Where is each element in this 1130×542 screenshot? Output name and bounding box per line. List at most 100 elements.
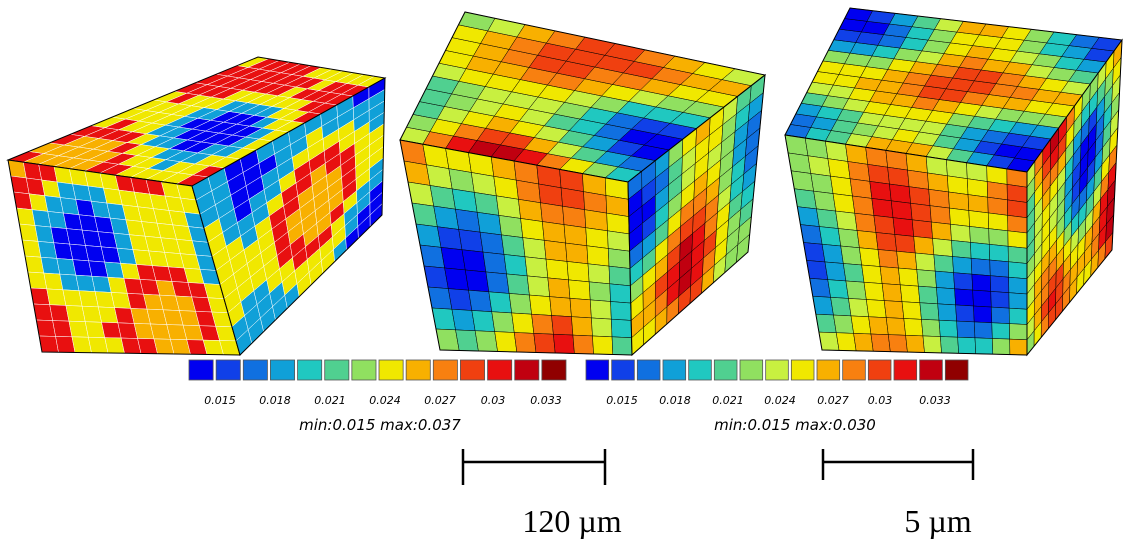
voxel — [508, 293, 532, 315]
voxel — [440, 247, 466, 271]
voxel — [511, 312, 535, 334]
voxel — [951, 240, 972, 259]
tick-label: 0.024 — [764, 394, 796, 407]
voxel — [610, 301, 632, 321]
color-swatch — [215, 359, 241, 381]
voxel — [587, 263, 611, 285]
voxel — [988, 228, 1009, 247]
voxel — [1007, 245, 1028, 264]
voxel — [584, 209, 608, 232]
voxel — [931, 221, 952, 241]
colorbars: 0.015 0.018 0.021 0.024 0.027 0.03 0.033 0.015 0… — [188, 359, 969, 407]
voxel — [868, 316, 889, 335]
voxel-cubes — [6, 7, 1123, 357]
voxel — [835, 332, 857, 352]
voxel — [894, 234, 916, 254]
voxel — [461, 249, 487, 273]
color-swatch — [432, 359, 458, 381]
voxel — [586, 245, 610, 267]
tick-label: 0.021 — [712, 394, 744, 407]
tick-label: 0.03 — [481, 394, 506, 407]
tick-label: 0.015 — [606, 394, 638, 407]
voxel — [919, 302, 940, 321]
tick-label: 0.018 — [659, 394, 691, 407]
tick-label: 0.015 — [204, 394, 236, 407]
voxel — [873, 215, 896, 235]
voxel — [991, 306, 1010, 324]
voxel — [542, 221, 566, 244]
voxel — [992, 338, 1011, 355]
voxel — [937, 303, 957, 322]
color-swatch — [816, 359, 841, 381]
voxel — [1007, 199, 1028, 219]
cube-face-outline — [191, 77, 386, 356]
voxel — [877, 249, 899, 269]
voxel — [1007, 230, 1028, 249]
voxel — [956, 320, 976, 339]
scale-label: 5 µm — [904, 503, 971, 539]
voxel — [585, 227, 609, 249]
voxel — [589, 299, 612, 320]
voxel — [953, 272, 973, 291]
voxel — [881, 283, 903, 302]
voxel — [451, 188, 478, 213]
voxel — [819, 226, 842, 247]
voxel — [898, 267, 919, 287]
voxel — [491, 311, 515, 333]
voxel — [916, 269, 937, 288]
voxel — [569, 297, 592, 319]
voxel — [479, 231, 505, 255]
voxel — [950, 223, 971, 243]
voxel — [905, 335, 925, 353]
voxel — [609, 283, 632, 304]
voxel — [948, 191, 970, 211]
voxel — [451, 308, 476, 332]
color-swatch — [541, 359, 567, 381]
voxel — [810, 173, 834, 194]
voxel — [901, 301, 922, 320]
voxel — [562, 205, 587, 229]
voxel — [869, 181, 892, 202]
voxel — [850, 315, 872, 335]
voxel — [1009, 338, 1028, 356]
voxel — [531, 313, 554, 335]
voxel — [458, 229, 484, 253]
color-swatch — [867, 359, 892, 381]
color-swatch — [944, 359, 969, 381]
voxel — [989, 259, 1009, 278]
tick-label: 0.024 — [369, 394, 401, 407]
voxel — [476, 211, 502, 236]
voxel — [468, 289, 493, 312]
voxel — [861, 264, 883, 284]
voxel — [875, 232, 897, 252]
voxel — [547, 277, 571, 299]
voxel — [830, 175, 853, 197]
voxel — [922, 335, 942, 354]
voxel — [433, 205, 460, 230]
voxel — [940, 336, 959, 354]
voxel — [571, 316, 593, 337]
voxel — [501, 234, 526, 258]
color-swatch — [688, 359, 712, 381]
voxel — [863, 281, 885, 301]
voxel — [524, 256, 549, 279]
voxel — [827, 158, 851, 180]
color-swatch — [378, 359, 404, 381]
color-swatch — [351, 359, 377, 381]
voxel — [498, 215, 524, 238]
voxel — [847, 161, 871, 182]
voxel — [471, 310, 495, 332]
voxel — [55, 336, 76, 353]
voxel — [970, 242, 991, 261]
voxel — [990, 291, 1010, 309]
voxel — [870, 333, 891, 352]
cube-face-outline — [627, 73, 766, 357]
voxel — [464, 269, 490, 293]
voxel — [890, 200, 913, 221]
voxel — [967, 194, 989, 214]
voxel — [949, 207, 970, 227]
voxel — [513, 332, 537, 353]
cube-face-outline — [1026, 38, 1123, 357]
voxel — [473, 192, 500, 216]
voxel — [903, 318, 924, 337]
